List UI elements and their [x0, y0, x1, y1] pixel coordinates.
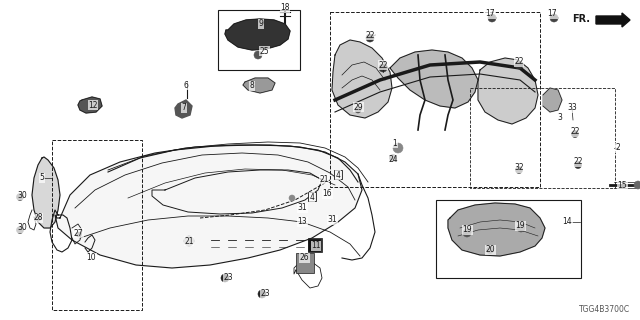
- Polygon shape: [243, 78, 275, 93]
- Bar: [330, 12, 540, 187]
- Text: 4: 4: [335, 171, 340, 180]
- Text: 22: 22: [378, 60, 388, 69]
- Circle shape: [517, 224, 525, 232]
- Text: 32: 32: [514, 164, 524, 172]
- FancyArrow shape: [596, 13, 630, 27]
- Circle shape: [289, 195, 295, 201]
- Text: 8: 8: [250, 82, 254, 91]
- Bar: [436, 200, 581, 278]
- Text: 2: 2: [616, 143, 620, 153]
- Circle shape: [572, 131, 579, 138]
- Text: 16: 16: [322, 189, 332, 198]
- Text: 20: 20: [485, 245, 495, 254]
- Text: 29: 29: [353, 102, 363, 111]
- Circle shape: [515, 61, 523, 69]
- Polygon shape: [55, 145, 362, 268]
- Text: 28: 28: [33, 213, 43, 222]
- Text: TGG4B3700C: TGG4B3700C: [579, 305, 630, 314]
- Circle shape: [486, 246, 493, 253]
- Text: 23: 23: [223, 274, 233, 283]
- Bar: [218, 10, 300, 70]
- Circle shape: [258, 290, 266, 298]
- Circle shape: [379, 64, 387, 72]
- Text: 22: 22: [573, 157, 583, 166]
- Text: 18: 18: [280, 4, 290, 12]
- Text: 22: 22: [365, 30, 375, 39]
- Circle shape: [184, 236, 194, 246]
- Polygon shape: [225, 19, 290, 50]
- Text: 11: 11: [311, 242, 321, 251]
- Circle shape: [393, 143, 403, 153]
- Text: 15: 15: [617, 180, 627, 189]
- Polygon shape: [32, 157, 60, 228]
- Text: 10: 10: [86, 253, 96, 262]
- Polygon shape: [175, 100, 192, 118]
- Text: 19: 19: [462, 226, 472, 235]
- Text: 23: 23: [260, 290, 270, 299]
- Text: 5: 5: [40, 173, 44, 182]
- Circle shape: [254, 51, 262, 59]
- Text: 7: 7: [182, 103, 186, 113]
- Text: 26: 26: [299, 253, 309, 262]
- Bar: [308, 192, 316, 201]
- Circle shape: [366, 34, 374, 42]
- Text: 13: 13: [297, 218, 307, 227]
- Circle shape: [515, 166, 522, 173]
- Circle shape: [488, 14, 496, 22]
- Text: 21: 21: [184, 236, 194, 245]
- Circle shape: [550, 14, 558, 22]
- Text: 4: 4: [310, 193, 314, 202]
- Text: FR.: FR.: [572, 14, 590, 24]
- Polygon shape: [448, 203, 545, 256]
- Circle shape: [463, 229, 471, 237]
- Text: 30: 30: [17, 223, 27, 233]
- Text: 31: 31: [327, 215, 337, 225]
- Polygon shape: [543, 88, 562, 112]
- Text: 3: 3: [557, 114, 563, 123]
- Text: 22: 22: [515, 58, 524, 67]
- Text: 12: 12: [88, 100, 98, 109]
- Polygon shape: [478, 58, 538, 124]
- FancyBboxPatch shape: [308, 239, 320, 251]
- Text: 21: 21: [319, 174, 329, 183]
- Text: 33: 33: [567, 103, 577, 113]
- Circle shape: [221, 274, 229, 282]
- Polygon shape: [78, 97, 102, 113]
- Text: 9: 9: [259, 20, 264, 28]
- Polygon shape: [332, 40, 392, 118]
- Circle shape: [575, 162, 582, 169]
- Circle shape: [355, 107, 361, 113]
- Bar: [52, 140, 142, 310]
- Bar: [334, 170, 342, 179]
- Text: 27: 27: [73, 228, 83, 237]
- Text: 14: 14: [562, 218, 572, 227]
- Text: 25: 25: [259, 46, 269, 55]
- Circle shape: [390, 155, 397, 162]
- Bar: [470, 88, 615, 188]
- Polygon shape: [390, 50, 478, 108]
- Text: 22: 22: [570, 127, 580, 137]
- Text: 17: 17: [547, 10, 557, 19]
- Text: 30: 30: [17, 190, 27, 199]
- Circle shape: [35, 215, 41, 221]
- Circle shape: [17, 194, 24, 201]
- FancyBboxPatch shape: [308, 238, 322, 252]
- Text: 6: 6: [184, 81, 188, 90]
- Text: 31: 31: [297, 204, 307, 212]
- Text: 1: 1: [392, 139, 397, 148]
- FancyBboxPatch shape: [296, 253, 314, 273]
- Text: 19: 19: [515, 221, 525, 230]
- Text: 17: 17: [485, 10, 495, 19]
- Circle shape: [17, 227, 24, 234]
- Text: 24: 24: [388, 155, 398, 164]
- Circle shape: [634, 181, 640, 189]
